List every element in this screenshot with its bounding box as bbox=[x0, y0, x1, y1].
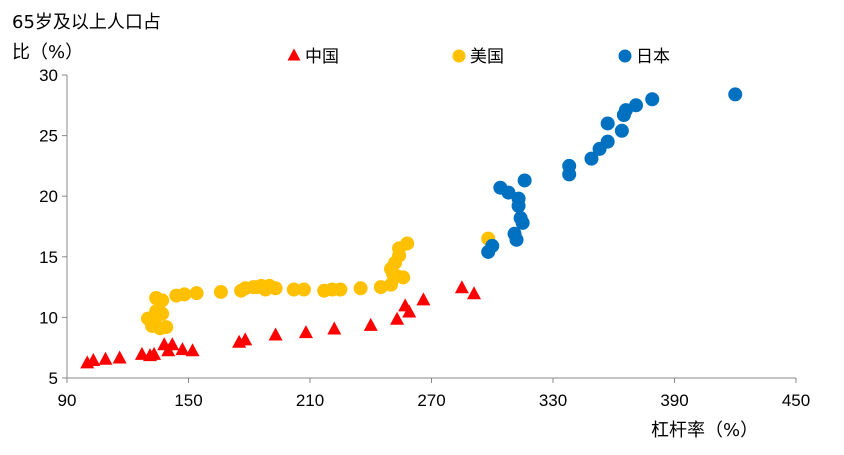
data-point bbox=[268, 281, 283, 296]
legend-marker bbox=[618, 49, 632, 63]
data-point bbox=[268, 327, 283, 341]
x-tick-label: 150 bbox=[174, 391, 202, 410]
data-point bbox=[147, 346, 162, 360]
data-point bbox=[454, 280, 469, 294]
data-point bbox=[614, 123, 629, 138]
data-point bbox=[400, 236, 415, 251]
data-point bbox=[363, 317, 378, 331]
data-marks bbox=[80, 87, 743, 369]
data-point bbox=[728, 87, 743, 102]
y-tick-label: 10 bbox=[39, 308, 58, 327]
data-point bbox=[509, 232, 524, 247]
data-point bbox=[238, 332, 253, 346]
data-point bbox=[390, 311, 405, 325]
data-point bbox=[159, 320, 174, 335]
data-point bbox=[177, 287, 192, 302]
y-tick-label: 30 bbox=[39, 66, 58, 85]
data-point bbox=[86, 352, 101, 366]
data-point bbox=[134, 346, 149, 360]
data-point bbox=[517, 173, 532, 188]
data-point bbox=[155, 293, 170, 308]
x-tick-label: 390 bbox=[660, 391, 688, 410]
data-point bbox=[600, 134, 615, 149]
data-point bbox=[485, 238, 500, 253]
data-point bbox=[584, 151, 599, 166]
y-axis-title-line-2: 比（%） bbox=[12, 42, 84, 63]
legend-label: 美国 bbox=[470, 47, 504, 67]
data-point bbox=[416, 292, 431, 306]
x-tick-label: 90 bbox=[58, 391, 77, 410]
legend-marker bbox=[452, 49, 466, 63]
data-point bbox=[333, 282, 348, 297]
data-point bbox=[353, 281, 368, 296]
data-point bbox=[189, 286, 204, 301]
x-tick-label: 330 bbox=[539, 391, 567, 410]
legend-label: 日本 bbox=[636, 47, 670, 67]
legend: 中国 美国 日本 bbox=[287, 47, 670, 67]
data-point bbox=[98, 351, 113, 365]
data-point bbox=[327, 321, 342, 335]
data-point bbox=[402, 304, 417, 318]
data-point bbox=[298, 325, 313, 339]
data-point bbox=[155, 306, 170, 321]
x-axis-title: 杠杆率（%） bbox=[651, 420, 759, 441]
x-tick-label: 270 bbox=[417, 391, 445, 410]
data-point bbox=[562, 167, 577, 182]
y-tick-label: 5 bbox=[49, 369, 58, 388]
axes bbox=[66, 75, 796, 379]
data-point bbox=[213, 284, 228, 299]
data-point bbox=[511, 198, 526, 213]
y-tick-label: 25 bbox=[39, 127, 58, 146]
data-point bbox=[286, 282, 301, 297]
data-point bbox=[629, 98, 644, 113]
data-point bbox=[396, 270, 411, 285]
x-tick-label: 210 bbox=[296, 391, 324, 410]
y-axis-title: 65岁及以上人口占 比（%） bbox=[12, 8, 161, 68]
data-point bbox=[185, 343, 200, 357]
y-tick-label: 15 bbox=[39, 248, 58, 267]
legend-label: 中国 bbox=[305, 47, 339, 67]
data-point bbox=[600, 116, 615, 131]
data-point bbox=[165, 337, 180, 351]
y-tick-label: 20 bbox=[39, 187, 58, 206]
data-point bbox=[112, 350, 127, 364]
data-point bbox=[296, 282, 311, 297]
data-point bbox=[515, 215, 530, 230]
data-point bbox=[501, 185, 516, 200]
data-point bbox=[645, 92, 660, 107]
data-point bbox=[175, 342, 190, 356]
data-point bbox=[467, 286, 482, 300]
legend-marker bbox=[287, 48, 301, 61]
y-axis-title-line-1: 65岁及以上人口占 bbox=[12, 12, 161, 33]
x-tick-label: 450 bbox=[782, 391, 810, 410]
